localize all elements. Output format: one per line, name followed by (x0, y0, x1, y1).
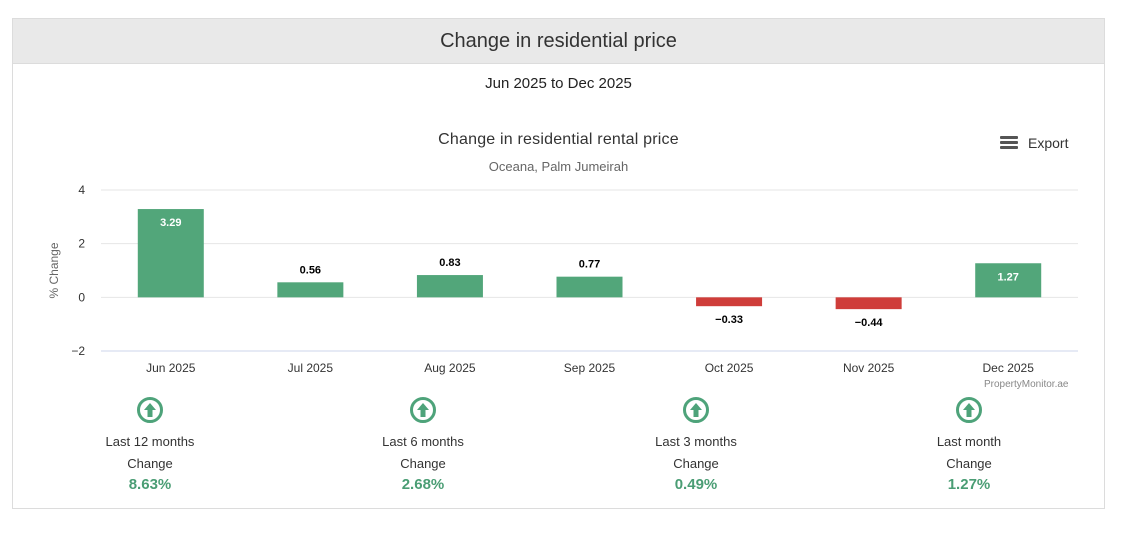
x-tick-label: Oct 2025 (705, 361, 754, 375)
bar (556, 276, 623, 298)
data-label: 0.56 (300, 264, 321, 276)
arrow-up-circle-icon (683, 397, 709, 423)
data-label: −0.33 (715, 314, 743, 326)
x-tick-label: Dec 2025 (983, 361, 1035, 375)
stat-period: Last 3 months (655, 434, 737, 449)
x-tick-label: Jun 2025 (146, 361, 196, 375)
x-tick-label: Sep 2025 (564, 361, 616, 375)
data-label: −0.44 (855, 317, 884, 329)
y-tick-label: 0 (78, 290, 85, 304)
stat-label: Change (673, 456, 719, 471)
date-range: Jun 2025 to Dec 2025 (485, 75, 632, 92)
stat-period: Last 12 months (105, 434, 195, 449)
export-button[interactable]: Export (1000, 135, 1068, 151)
stat-last-3-months: Last 3 months Change 0.49% (616, 397, 776, 493)
bar (137, 209, 204, 298)
chart-card: Change in residential price Jun 2025 to … (12, 18, 1105, 509)
bar-chart: 4 2 0 −2 % Change 3.29 Jun 2025 0.56 Jul 2025 0.8… (47, 183, 1078, 375)
data-label: 1.27 (998, 271, 1019, 283)
data-label: 0.77 (579, 259, 600, 271)
menu-icon (1000, 136, 1018, 150)
chart-title: Change in residential rental price (438, 131, 679, 148)
arrow-up-circle-icon (956, 397, 982, 423)
stat-period: Last 6 months (382, 434, 464, 449)
stat-value: 2.68% (401, 476, 445, 493)
credit-link[interactable]: PropertyMonitor.ae (984, 379, 1069, 390)
arrow-up-circle-icon (410, 397, 436, 423)
x-tick-label: Jul 2025 (288, 361, 334, 375)
stat-period: Last month (936, 434, 1002, 449)
card-title: Change in residential price (440, 29, 677, 52)
stat-last-month: Last month Change 1.27% (889, 397, 1049, 493)
x-tick-label: Aug 2025 (424, 361, 476, 375)
stat-value: 0.49% (674, 476, 718, 493)
card-header: Change in residential price (13, 19, 1104, 64)
x-tick-label: Nov 2025 (843, 361, 895, 375)
data-label: 0.83 (439, 257, 460, 269)
stat-value: 8.63% (128, 476, 172, 493)
y-axis-label: % Change (47, 242, 61, 298)
chart-subtitle: Oceana, Palm Jumeirah (488, 159, 629, 174)
stat-last-6-months: Last 6 months Change 2.68% (343, 397, 503, 493)
arrow-up-circle-icon (137, 397, 163, 423)
stat-label: Change (127, 456, 173, 471)
bar (835, 297, 902, 310)
export-label: Export (1028, 135, 1069, 151)
stat-label: Change (400, 456, 446, 471)
y-tick-label: 2 (78, 237, 85, 251)
y-tick-label: −2 (71, 344, 85, 358)
bar (696, 297, 763, 307)
y-tick-label: 4 (78, 183, 85, 197)
stat-value: 1.27% (947, 476, 991, 493)
stat-last-12-months: Last 12 months Change 8.63% (70, 397, 230, 493)
bar (277, 282, 344, 298)
bar (975, 263, 1042, 298)
bar (416, 275, 483, 298)
data-label: 3.29 (160, 217, 181, 229)
stat-label: Change (946, 456, 992, 471)
